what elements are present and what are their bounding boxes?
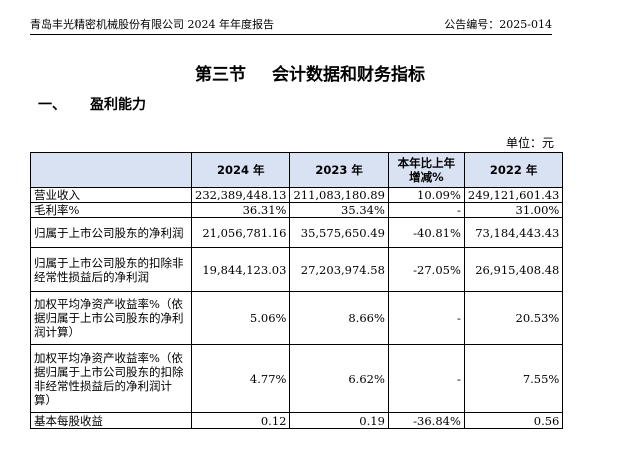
report-title: 青岛丰光精密机械股份有限公司 2024 年年度报告 bbox=[30, 18, 274, 31]
column-header-item bbox=[30, 152, 192, 188]
value-change: 10.09% bbox=[387, 187, 465, 203]
profitability-table: 2024 年 2023 年 本年比上年 增减% 2022 年 营业收入 232,38… bbox=[30, 152, 564, 429]
column-header-2022: 2022 年 bbox=[463, 152, 564, 188]
column-header-change-line1: 本年比上年 bbox=[397, 156, 456, 170]
value-2024: 5.06% bbox=[190, 291, 291, 345]
row-label: 营业收入 bbox=[30, 187, 192, 203]
column-header-2024: 2024 年 bbox=[190, 152, 291, 188]
value-2022: 73,184,443.43 bbox=[463, 217, 564, 248]
table-row: 基本每股收益 0.12 0.19 -36.84% 0.56 bbox=[30, 412, 564, 429]
table-row: 加权平均净资产收益率%（依据归属于上市公司股东的净利润计算） 5.06% 8.66%… bbox=[30, 291, 564, 345]
value-2024: 232,389,448.13 bbox=[190, 187, 291, 203]
value-change: - bbox=[387, 291, 465, 345]
value-2023: 27,203,974.58 bbox=[289, 247, 389, 292]
value-2023: 0.19 bbox=[289, 412, 389, 429]
page-header: 青岛丰光精密机械股份有限公司 2024 年年度报告 公告编号：2025-014 bbox=[30, 18, 552, 35]
unit-label: 单位：元 bbox=[505, 136, 554, 150]
table-row: 营业收入 232,389,448.13 211,083,180.89 10.09% 24… bbox=[30, 187, 564, 203]
table-row: 归属于上市公司股东的净利润 21,056,781.16 35,575,650.49-… bbox=[30, 217, 564, 248]
value-change: - bbox=[387, 202, 465, 218]
subsection-title: 一、 盈利能力 bbox=[38, 96, 146, 114]
value-change: - bbox=[387, 344, 465, 413]
value-2023: 6.62% bbox=[289, 344, 389, 413]
table-row: 毛利率% 36.31% 35.34% -31.00% bbox=[30, 202, 564, 218]
column-header-change: 本年比上年 增减% bbox=[387, 152, 465, 188]
table-header-row: 2024 年 2023 年 本年比上年 增减% 2022 年 bbox=[30, 152, 564, 188]
value-2024: 36.31% bbox=[190, 202, 291, 218]
value-2023: 35,575,650.49 bbox=[289, 217, 389, 248]
row-label: 归属于上市公司股东的净利润 bbox=[30, 217, 192, 248]
row-label: 毛利率% bbox=[30, 202, 192, 218]
value-2024: 4.77% bbox=[190, 344, 291, 413]
value-2023: 35.34% bbox=[289, 202, 389, 218]
value-2023: 211,083,180.89 bbox=[289, 187, 389, 203]
announcement-number: 公告编号：2025-014 bbox=[444, 18, 552, 31]
value-change: -36.84% bbox=[387, 412, 465, 429]
value-2022: 31.00% bbox=[463, 202, 564, 218]
subsection-name: 盈利能力 bbox=[90, 97, 146, 113]
column-header-2023: 2023 年 bbox=[289, 152, 389, 188]
value-2024: 19,844,123.03 bbox=[190, 247, 291, 292]
value-2022: 0.56 bbox=[463, 412, 564, 429]
value-2024: 21,056,781.16 bbox=[190, 217, 291, 248]
value-2022: 7.55% bbox=[463, 344, 564, 413]
table-row: 加权平均净资产收益率%（依据归属于上市公司股东的扣除非经常性损益后的净利润计算）… bbox=[30, 344, 564, 413]
value-2022: 249,121,601.43 bbox=[463, 187, 564, 203]
row-label: 归属于上市公司股东的扣除非经常性损益后的净利润 bbox=[30, 247, 192, 292]
row-label: 加权平均净资产收益率%（依据归属于上市公司股东的扣除非经常性损益后的净利润计算） bbox=[30, 344, 192, 413]
value-2022: 26,915,408.48 bbox=[463, 247, 564, 292]
row-label: 加权平均净资产收益率%（依据归属于上市公司股东的净利润计算） bbox=[30, 291, 192, 345]
value-2024: 0.12 bbox=[190, 412, 291, 429]
value-change: -40.81% bbox=[387, 217, 465, 248]
value-change: -27.05% bbox=[387, 247, 465, 292]
section-title: 第三节 会计数据和财务指标 bbox=[0, 64, 620, 86]
table-row: 归属于上市公司股东的扣除非经常性损益后的净利润 19,844,123.03 27,2… bbox=[30, 247, 564, 292]
row-label: 基本每股收益 bbox=[30, 412, 192, 429]
value-2023: 8.66% bbox=[289, 291, 389, 345]
column-header-change-line2: 增减% bbox=[409, 170, 444, 184]
subsection-number: 一、 bbox=[38, 97, 66, 113]
value-2022: 20.53% bbox=[463, 291, 564, 345]
section-name: 会计数据和财务指标 bbox=[272, 65, 425, 85]
section-number: 第三节 bbox=[195, 65, 246, 85]
